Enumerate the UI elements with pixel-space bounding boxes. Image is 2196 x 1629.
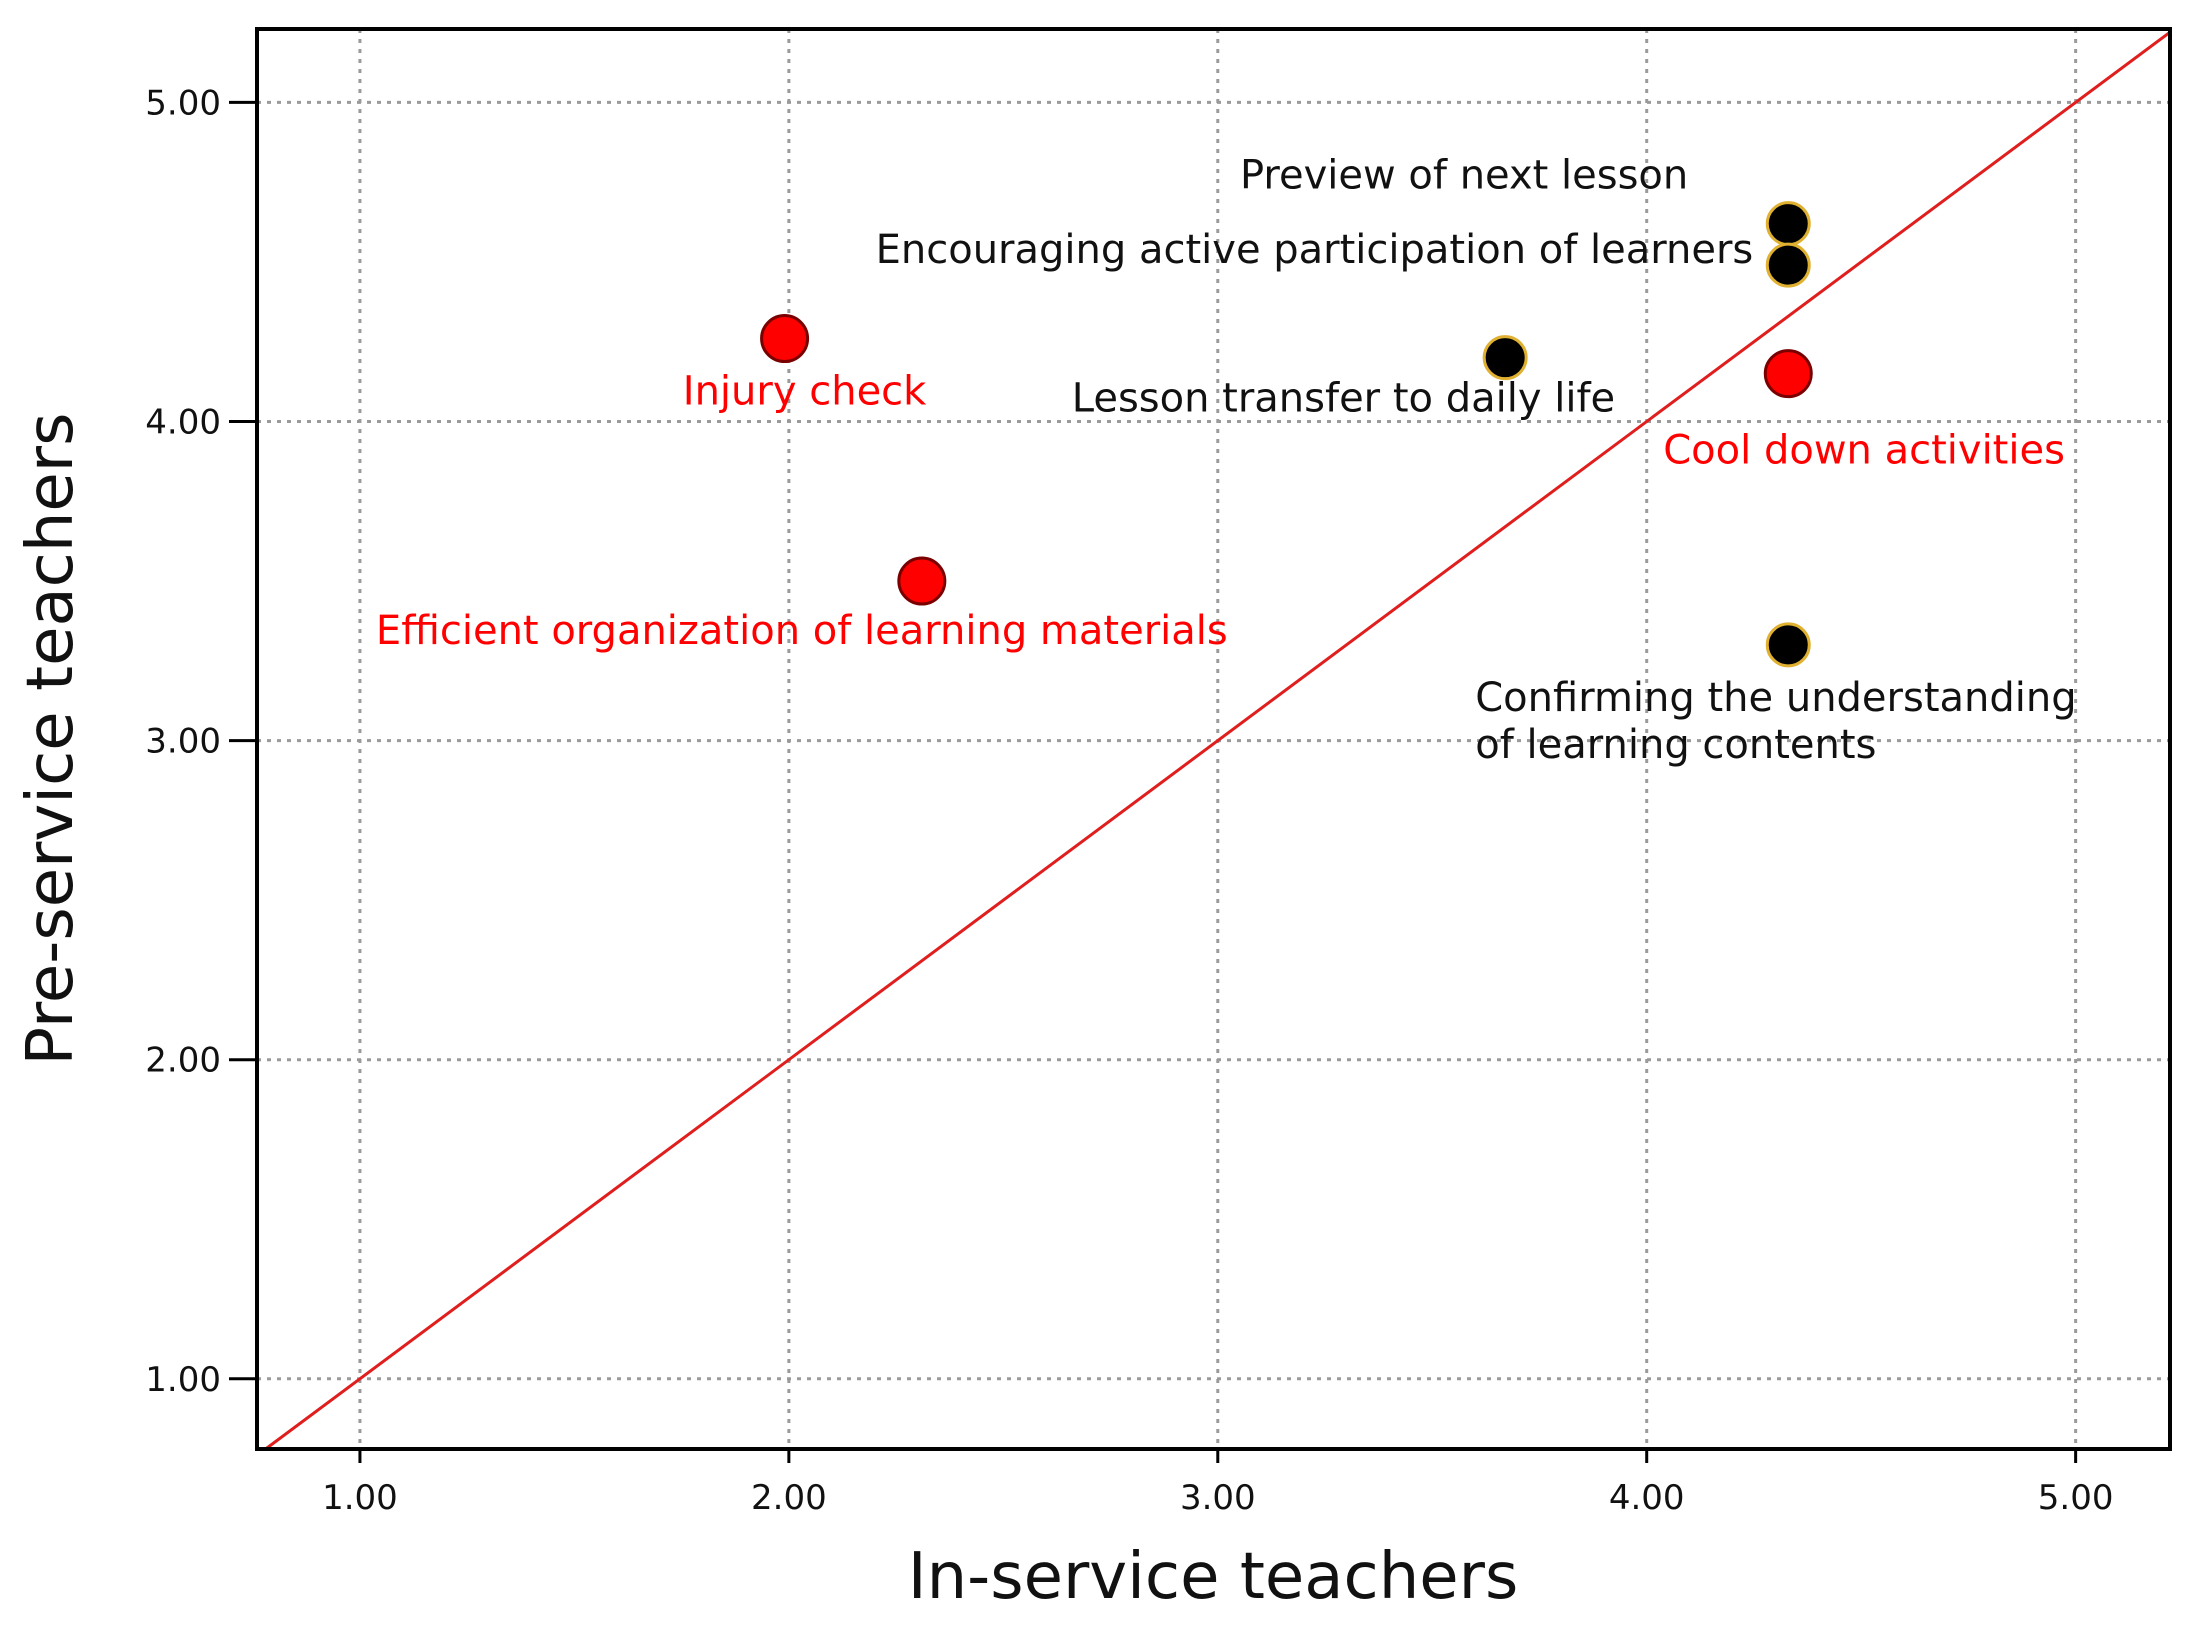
point-layer — [760, 201, 1813, 668]
y-axis-title: Pre-service teachers — [14, 413, 88, 1066]
point-label-line: Preview of next lesson — [1240, 153, 1688, 199]
data-point — [897, 556, 947, 606]
reference-line — [264, 30, 2171, 1451]
point-label: Efficient organization of learning mater… — [376, 608, 1228, 654]
point-label: Injury check — [683, 369, 927, 415]
point-label-line: Confirming the understanding — [1475, 675, 2076, 721]
point-label: Encouraging active participation of lear… — [876, 227, 1754, 273]
point-label: Cool down activities — [1663, 428, 2065, 474]
point-label: Confirming the understanding of learning … — [1475, 675, 2076, 768]
data-point — [1765, 242, 1811, 288]
point-label-line: of learning contents — [1475, 722, 1876, 768]
point-label-line: Lesson transfer to daily life — [1072, 376, 1615, 422]
tick-layer: 1.00 2.00 3.00 4.00 5.00 1.00 2.00 3.00 4.00 5.00 — [145, 83, 2113, 1518]
y-tick-label: 2.00 — [145, 1041, 221, 1081]
data-point — [1482, 335, 1528, 381]
x-tick-label: 4.00 — [1609, 1478, 1685, 1518]
plot-frame — [255, 27, 2172, 1451]
point-label-layer: Preview of next lesson Encouraging active… — [376, 153, 2077, 768]
data-point — [1765, 201, 1811, 247]
y-tick-label: 4.00 — [145, 402, 221, 442]
point-label-line: Injury check — [683, 369, 927, 415]
x-tick-label: 1.00 — [322, 1478, 398, 1518]
data-point — [1763, 349, 1813, 399]
x-tick-label: 5.00 — [2038, 1478, 2114, 1518]
x-axis-title: In-service teachers — [908, 1540, 1519, 1614]
y-tick-label: 3.00 — [145, 722, 221, 762]
point-label: Preview of next lesson — [1240, 153, 1688, 199]
y-tick-label: 5.00 — [145, 83, 221, 123]
y-tick-label: 1.00 — [145, 1360, 221, 1400]
data-point — [760, 314, 810, 364]
point-label-line: Efficient organization of learning mater… — [376, 608, 1228, 654]
point-label: Lesson transfer to daily life — [1072, 376, 1615, 422]
point-label-line: Encouraging active participation of lear… — [876, 227, 1754, 273]
x-tick-label: 2.00 — [751, 1478, 827, 1518]
data-point — [1765, 622, 1811, 668]
point-label-line: Cool down activities — [1663, 428, 2065, 474]
x-tick-label: 3.00 — [1180, 1478, 1256, 1518]
reference-line-layer — [264, 30, 2171, 1451]
